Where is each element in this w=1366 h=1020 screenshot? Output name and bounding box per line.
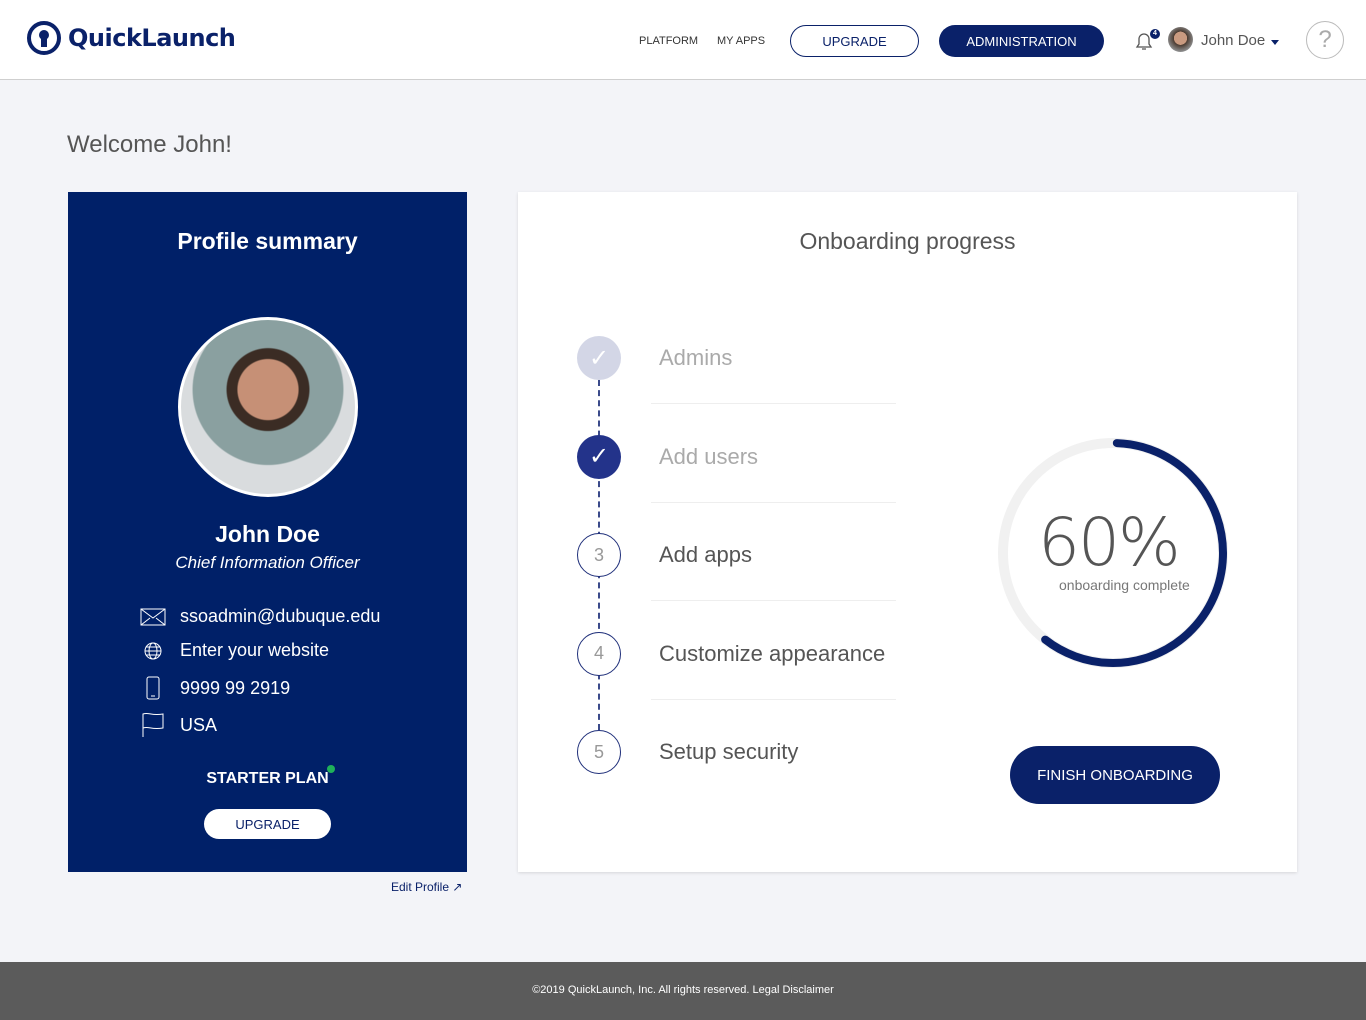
profile-photo (178, 317, 358, 497)
step-label[interactable]: Customize appearance (659, 640, 886, 666)
step-divider (651, 403, 896, 404)
user-avatar[interactable] (1168, 27, 1193, 52)
progress-ring (998, 438, 1228, 668)
top-header: QuickLaunch PLATFORM MY APPS UPGRADE ADM… (0, 0, 1366, 80)
help-button[interactable]: ? (1306, 21, 1344, 59)
upgrade-button[interactable]: UPGRADE (790, 25, 919, 57)
caret-down-icon[interactable] (1271, 40, 1279, 45)
nav-my-apps[interactable]: MY APPS (717, 35, 766, 47)
plan-upgrade-button[interactable]: UPGRADE (204, 809, 331, 839)
phone-icon (140, 676, 166, 700)
profile-role: Chief Information Officer (175, 553, 360, 572)
step-marker-2[interactable]: ✓ (577, 434, 621, 479)
country-row: USA (140, 712, 217, 738)
progress-caption: onboarding complete (1059, 577, 1190, 593)
step-label[interactable]: Add users (659, 443, 759, 469)
bell-icon[interactable] (1132, 29, 1156, 53)
onboarding-card: Onboarding progress ✓ Admins ✓ Add users 3 Ad… (518, 192, 1297, 872)
step-label[interactable]: Admins (659, 345, 733, 370)
step-divider (651, 600, 896, 601)
website-row[interactable]: Enter your website (140, 640, 329, 661)
brand-logo[interactable]: QuickLaunch (27, 21, 236, 55)
step-marker-5[interactable]: 5 (577, 730, 621, 774)
website-text: Enter your website (180, 640, 330, 660)
finish-onboarding-button[interactable]: FINISH ONBOARDING (1010, 746, 1220, 804)
envelope-icon (140, 608, 166, 626)
progress-percent: 60% (1038, 504, 1181, 581)
country-text: USA (180, 714, 218, 735)
profile-summary-card: Profile summary John Doe Chief Informati… (68, 192, 467, 872)
step-marker-1[interactable]: ✓ (577, 336, 621, 380)
user-menu-name[interactable]: John Doe (1201, 32, 1266, 49)
keyhole-logo-icon (27, 21, 61, 55)
brand-name: QuickLaunch (68, 24, 236, 52)
globe-icon (140, 641, 166, 661)
step-label[interactable]: Add apps (659, 542, 752, 567)
step-marker-3[interactable]: 3 (577, 533, 621, 577)
email-text: ssoadmin@dubuque.edu (180, 606, 381, 626)
step-marker-4[interactable]: 4 (577, 631, 621, 676)
email-row: ssoadmin@dubuque.edu (140, 606, 380, 627)
flag-icon (140, 712, 166, 738)
step-divider (651, 501, 896, 503)
onboarding-title: Onboarding progress (799, 228, 1016, 254)
progress-arc (999, 439, 1227, 667)
notification-badge: 4 (1150, 29, 1160, 39)
administration-button[interactable]: ADMINISTRATION (939, 25, 1104, 57)
nav-platform[interactable]: PLATFORM (639, 35, 699, 47)
profile-title: Profile summary (177, 228, 358, 254)
step-label[interactable]: Setup security (659, 739, 799, 764)
welcome-heading: Welcome John! (67, 131, 232, 158)
step-divider (651, 698, 896, 700)
plan-label: STARTER PLAN (206, 770, 329, 787)
profile-name: John Doe (215, 521, 320, 547)
phone-text: 9999 99 2919 (180, 677, 291, 698)
footer: ©2019 QuickLaunch, Inc. All rights reser… (0, 962, 1366, 1020)
edit-profile-link[interactable]: Edit Profile ↗ (391, 880, 463, 894)
plan-status-dot (327, 765, 335, 773)
phone-row: 9999 99 2919 (140, 676, 290, 700)
